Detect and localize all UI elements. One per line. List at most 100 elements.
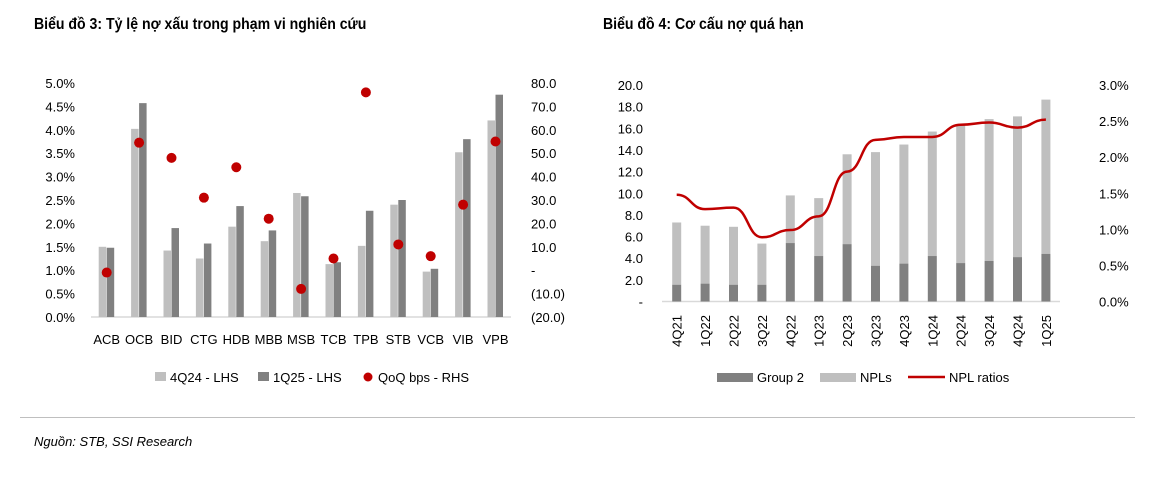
left-axis-tick: - — [639, 295, 643, 310]
bar-group-2 — [814, 256, 824, 302]
chart-4-title: Biểu đồ 4: Cơ cấu nợ quá hạn — [603, 16, 804, 33]
divider — [20, 417, 1135, 418]
bar-npls — [757, 243, 767, 285]
legend-label: NPL ratios — [949, 370, 1010, 385]
bar-group-2 — [700, 283, 710, 302]
left-axis-tick: 12.0 — [618, 165, 643, 180]
left-axis-tick: 2.0 — [625, 273, 643, 288]
bar-1q25 — [106, 247, 115, 317]
bar-1q25 — [203, 243, 212, 317]
bar-1q25 — [139, 103, 147, 318]
source-note: Nguồn: STB, SSI Research — [34, 434, 193, 449]
left-axis-tick: 4.5% — [45, 99, 75, 114]
bar-4q24 — [487, 120, 495, 317]
bar-npls — [927, 131, 937, 257]
left-axis-tick: 14.0 — [618, 143, 643, 158]
legend-swatch — [363, 372, 373, 382]
right-axis-tick: (20.0) — [531, 310, 565, 325]
category-label: 1Q24 — [925, 315, 940, 347]
category-label: ACB — [93, 332, 120, 347]
category-label: 4Q22 — [783, 315, 798, 347]
category-label: 4Q21 — [670, 315, 685, 347]
legend-swatch — [155, 372, 166, 381]
legend-swatch — [258, 372, 269, 381]
bar-4q24 — [293, 192, 301, 317]
bar-4q24 — [325, 264, 333, 317]
left-axis-tick: 3.0% — [45, 170, 75, 185]
right-axis-tick: 1.5% — [1099, 186, 1129, 201]
bar-npls — [785, 195, 795, 244]
bar-group-2 — [672, 284, 682, 302]
qoq-dot — [490, 136, 501, 147]
category-label: VCB — [417, 332, 444, 347]
bar-group-2 — [927, 256, 937, 302]
category-label: TPB — [353, 332, 378, 347]
left-axis-tick: 8.0 — [625, 208, 643, 223]
left-axis-tick: 6.0 — [625, 230, 643, 245]
right-axis-tick: 3.0% — [1099, 78, 1129, 93]
bar-npls — [956, 125, 966, 264]
category-label: 3Q24 — [982, 315, 997, 347]
category-label: BID — [161, 332, 183, 347]
bar-4q24 — [228, 226, 236, 317]
bar-4q24 — [131, 128, 139, 317]
legend-label: NPLs — [860, 370, 892, 385]
right-axis-tick: 2.0% — [1099, 150, 1129, 165]
bar-1q25 — [236, 206, 244, 317]
right-axis-tick: 40.0 — [531, 170, 556, 185]
left-axis-tick: 1.5% — [45, 240, 75, 255]
bar-1q25 — [430, 268, 439, 317]
qoq-dot — [425, 251, 436, 262]
category-label: VPB — [482, 332, 508, 347]
qoq-dot — [296, 283, 307, 294]
bar-group-2 — [842, 244, 852, 302]
qoq-dot — [458, 199, 469, 210]
category-label: OCB — [125, 332, 153, 347]
category-label: MSB — [287, 332, 315, 347]
category-label: 1Q25 — [1039, 315, 1054, 347]
right-axis-tick: 80.0 — [531, 76, 556, 91]
right-axis-tick: 70.0 — [531, 99, 556, 114]
category-label: 1Q23 — [812, 315, 827, 347]
right-axis-tick: 2.5% — [1099, 114, 1129, 129]
category-label: MBB — [255, 332, 283, 347]
legend-label: 1Q25 - LHS — [273, 370, 342, 385]
bar-1q25 — [301, 196, 309, 317]
bar-1q25 — [398, 200, 406, 317]
bar-4q24 — [195, 258, 204, 317]
right-axis-tick: (10.0) — [531, 287, 565, 302]
left-axis-tick: 2.5% — [45, 193, 75, 208]
left-axis-tick: 1.0% — [45, 263, 75, 278]
category-label: 4Q24 — [1011, 315, 1026, 347]
bar-1q25 — [365, 210, 374, 317]
bar-1q25 — [463, 139, 471, 317]
bar-npls — [899, 144, 909, 264]
left-axis-tick: 4.0% — [45, 123, 75, 138]
bar-4q24 — [390, 204, 398, 317]
right-axis-tick: 0.0% — [1099, 295, 1129, 310]
bar-group-2 — [984, 260, 994, 302]
left-axis-tick: 4.0 — [625, 251, 643, 266]
legend-swatch — [820, 373, 856, 382]
bar-group-2 — [1041, 253, 1051, 302]
qoq-dot — [166, 152, 177, 163]
bar-1q25 — [171, 228, 179, 317]
legend-label: QoQ bps - RHS — [378, 370, 469, 385]
right-axis-tick: 1.0% — [1099, 222, 1129, 237]
legend-label: Group 2 — [757, 370, 804, 385]
chart-3-title: Biểu đồ 3: Tỷ lệ nợ xấu trong phạm vi ng… — [34, 16, 367, 33]
left-axis-tick: 18.0 — [618, 100, 643, 115]
bar-npls — [700, 225, 710, 284]
category-label: TCB — [321, 332, 347, 347]
bar-4q24 — [422, 271, 431, 317]
bar-npls — [984, 119, 994, 261]
right-axis-tick: 0.5% — [1099, 258, 1129, 273]
category-label: 3Q23 — [869, 315, 884, 347]
category-label: 3Q22 — [755, 315, 770, 347]
left-axis-tick: 3.5% — [45, 146, 75, 161]
legend-label: 4Q24 - LHS — [170, 370, 239, 385]
qoq-dot — [393, 239, 404, 250]
bar-1q25 — [495, 94, 503, 317]
category-label: 2Q24 — [954, 315, 969, 347]
